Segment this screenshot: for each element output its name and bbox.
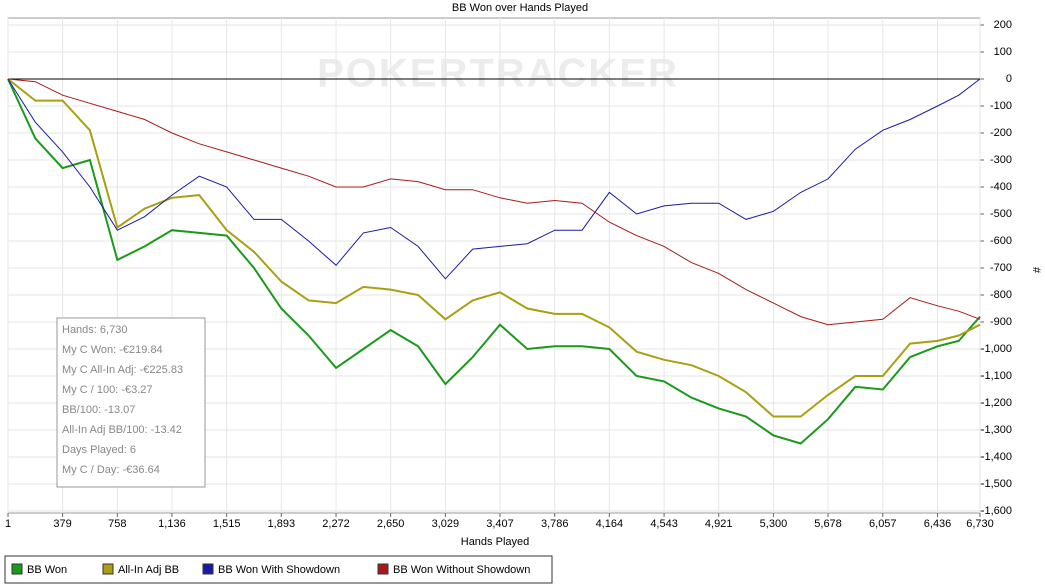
y-tick-label: -100 <box>990 100 1012 112</box>
x-tick-label: 4,164 <box>596 518 624 530</box>
legend-box <box>4 555 553 584</box>
stat-line: All-In Adj BB/100: -13.42 <box>62 424 182 436</box>
x-tick-label: 5,300 <box>760 518 788 530</box>
x-tick-label: 3,029 <box>432 518 460 530</box>
y-tick-label: 100 <box>994 46 1012 58</box>
legend-label: BB Won Without Showdown <box>393 564 530 576</box>
x-tick-label: 2,650 <box>377 518 405 530</box>
series-line <box>7 78 981 445</box>
x-tick-label: 6,730 <box>966 518 994 530</box>
y-tick-label: -1,100 <box>981 370 1012 382</box>
y-tick-label: 200 <box>994 19 1012 31</box>
y-tick-label: -1,600 <box>981 505 1012 517</box>
x-tick-label: 5,678 <box>814 518 842 530</box>
chart-title: BB Won over Hands Played <box>452 2 588 14</box>
stat-line: BB/100: -13.07 <box>62 404 135 416</box>
y-tick-label: -1,300 <box>981 424 1012 436</box>
y-tick-label: -200 <box>990 127 1012 139</box>
y-tick-label: -1,400 <box>981 451 1012 463</box>
y-tick-label: -500 <box>990 208 1012 220</box>
series-line <box>7 78 981 326</box>
x-tick-label: 1,893 <box>268 518 296 530</box>
stat-line: My C / 100: -€3.27 <box>62 384 153 396</box>
x-tick-label: 1,136 <box>158 518 186 530</box>
legend-label: All-In Adj BB <box>118 564 179 576</box>
legend-label: BB Won With Showdown <box>218 564 340 576</box>
legend-swatch <box>202 563 214 575</box>
y-tick-label: -1,200 <box>981 397 1012 409</box>
y-tick-label: -700 <box>990 262 1012 274</box>
series-line <box>7 78 981 280</box>
x-tick-label: 379 <box>53 518 71 530</box>
x-tick-label: 1 <box>5 518 11 530</box>
stats-box <box>56 317 206 488</box>
y-tick-label: -1,500 <box>981 478 1012 490</box>
x-tick-label: 6,436 <box>924 518 952 530</box>
legend-swatch <box>102 563 114 575</box>
stat-line: My C / Day: -€36.64 <box>62 464 160 476</box>
x-tick-label: 758 <box>108 518 126 530</box>
x-tick-label: 4,921 <box>705 518 733 530</box>
watermark: POKERTRACKER <box>317 52 679 96</box>
y-tick-label: -800 <box>990 289 1012 301</box>
x-tick-label: 2,272 <box>322 518 350 530</box>
x-tick-label: 6,057 <box>869 518 897 530</box>
stat-line: My C All-In Adj: -€225.83 <box>62 364 183 376</box>
y-tick-label: -600 <box>990 235 1012 247</box>
x-axis-label: Hands Played <box>461 536 530 548</box>
y-tick-label: 0 <box>1006 73 1012 85</box>
x-tick-label: 4,543 <box>650 518 678 530</box>
x-tick-label: 3,407 <box>486 518 514 530</box>
x-tick-label: 1,515 <box>213 518 241 530</box>
stat-line: Days Played: 6 <box>62 444 136 456</box>
legend-swatch <box>377 563 389 575</box>
x-tick-label: 3,786 <box>541 518 569 530</box>
legend-swatch <box>11 563 23 575</box>
y-tick-label: -1,000 <box>981 343 1012 355</box>
y-tick-label: -900 <box>990 316 1012 328</box>
y-tick-label: -400 <box>990 181 1012 193</box>
series-line <box>7 78 981 418</box>
stat-line: My C Won: -€219.84 <box>62 344 163 356</box>
stat-line: Hands: 6,730 <box>62 324 127 336</box>
y-tick-label: -300 <box>990 154 1012 166</box>
y-axis-label: # <box>1030 267 1042 274</box>
legend-label: BB Won <box>27 564 67 576</box>
